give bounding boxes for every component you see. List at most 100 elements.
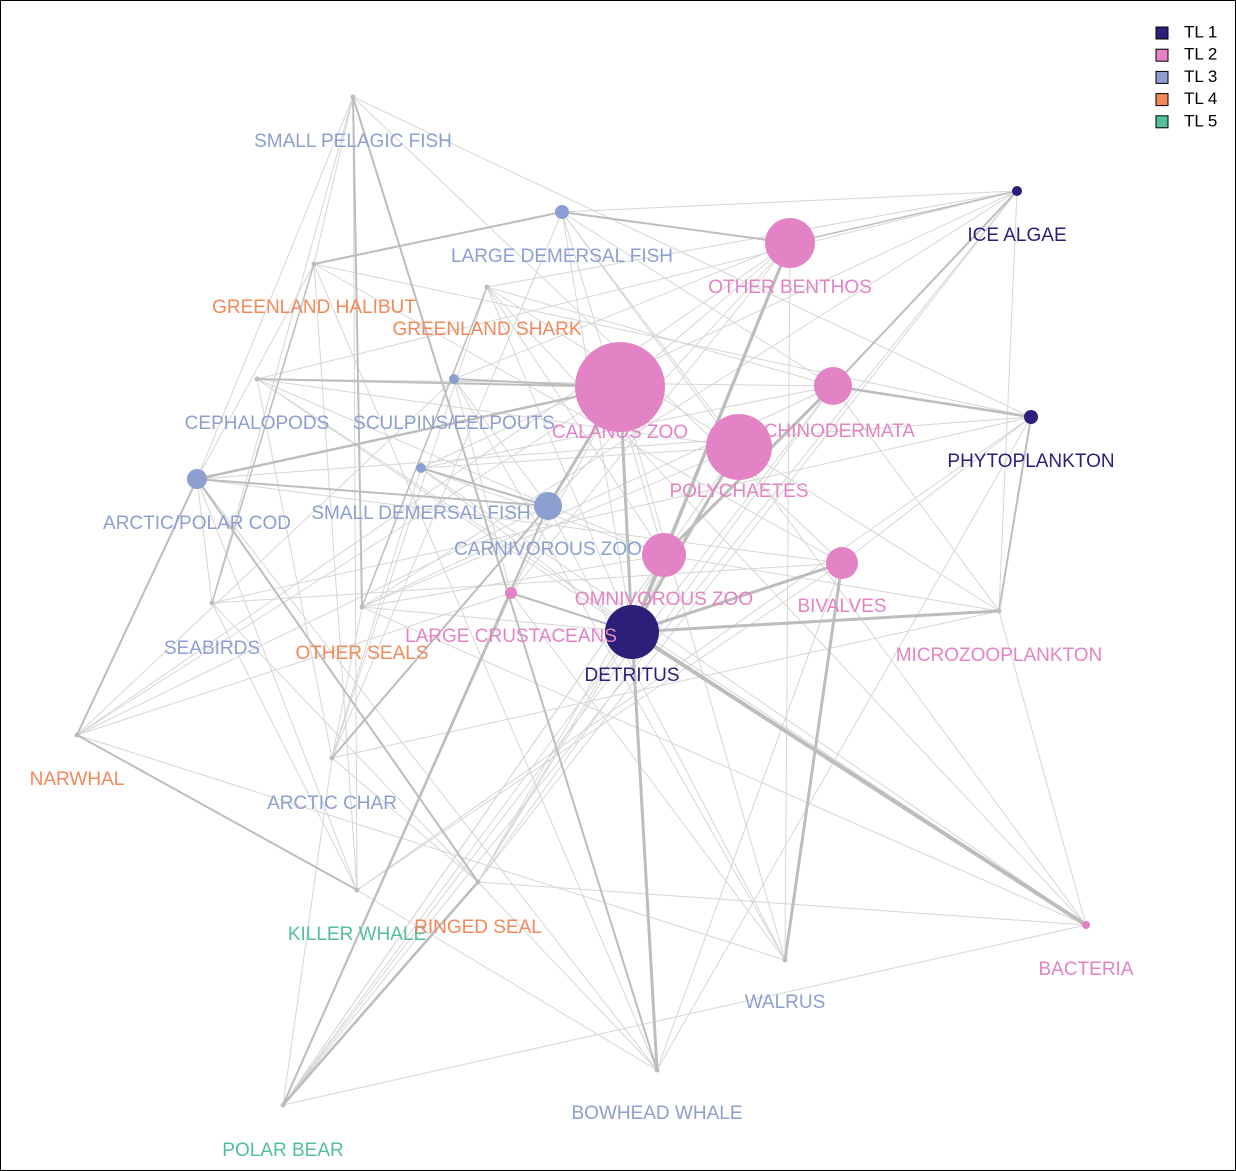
edge [486, 286, 834, 387]
node [359, 604, 365, 610]
edge [783, 562, 844, 961]
edge [352, 96, 658, 1071]
edge [256, 378, 633, 633]
edge [256, 378, 621, 388]
node-label: ICE ALGAE [967, 225, 1066, 246]
edge [282, 924, 1087, 1106]
edge [453, 242, 791, 380]
edge [477, 631, 633, 883]
edge [196, 478, 358, 891]
node-label: WALRUS [745, 992, 826, 1013]
labels: SMALL PELAGIC FISH LARGE DEMERSAL FISH OTH… [30, 131, 1134, 1161]
edge [76, 386, 621, 736]
edge [832, 190, 1018, 387]
edge [477, 190, 1018, 883]
node [350, 94, 356, 100]
node-label: OTHER SEALS [295, 643, 428, 664]
edge [998, 610, 1087, 926]
edge [352, 96, 1032, 418]
node [187, 469, 207, 489]
edge [196, 385, 621, 481]
edge [630, 631, 659, 1071]
node-label: DETRITUS [585, 665, 680, 686]
node-label: ECHINODERMATA [751, 421, 915, 442]
edge [486, 286, 665, 556]
edge [453, 378, 786, 961]
edge [356, 889, 658, 1071]
edge [841, 416, 1032, 564]
node [575, 342, 665, 432]
node [996, 608, 1002, 614]
node [1012, 186, 1022, 196]
node-label: LARGE CRUSTACEANS [405, 626, 617, 647]
node-label: MICROZOOPLANKTON [896, 645, 1103, 666]
edge [663, 554, 1000, 612]
edge [832, 384, 1032, 419]
edge [619, 386, 786, 961]
edge [420, 190, 1018, 469]
edge [76, 592, 512, 736]
node-label: OTHER BENTHOS [708, 277, 872, 298]
node-label: SEABIRDS [164, 638, 260, 659]
edge [76, 734, 358, 891]
edge [420, 467, 549, 507]
edge [211, 602, 358, 891]
edge [361, 286, 488, 608]
legend-swatch [1155, 48, 1169, 62]
edge [211, 602, 658, 1071]
edge [547, 505, 786, 961]
node [1082, 921, 1090, 929]
edge [196, 96, 354, 480]
edge [352, 96, 358, 891]
legend-label: TL 3 [1184, 67, 1217, 86]
edge [547, 242, 791, 507]
node [534, 492, 562, 520]
node-label: SMALL DEMERSAL FISH [311, 503, 530, 524]
node-label: OMNIVOROUS ZOO [575, 589, 753, 610]
node-label: GREENLAND SHARK [393, 319, 582, 340]
edge [211, 96, 354, 604]
node [642, 533, 686, 577]
edge [196, 478, 479, 883]
edge [361, 554, 665, 608]
edge [76, 242, 791, 736]
edge [656, 562, 843, 1071]
edge [631, 609, 1000, 634]
edges [76, 96, 1088, 1106]
edge [656, 416, 1032, 1071]
node-label: ARCTIC/POLAR COD [103, 513, 291, 534]
node [654, 1067, 660, 1073]
edge [196, 478, 549, 507]
edge [211, 263, 315, 604]
edge [256, 378, 665, 556]
legend-label: TL 2 [1184, 45, 1217, 64]
edge [356, 562, 843, 891]
edge [420, 446, 740, 469]
node-label: SMALL PELAGIC FISH [254, 131, 452, 152]
edge [331, 505, 549, 759]
node [814, 367, 852, 405]
legend-label: TL 4 [1184, 89, 1217, 108]
node-label: POLYCHAETES [669, 481, 808, 502]
node-label: ARCTIC CHAR [267, 793, 397, 814]
edge [561, 211, 834, 387]
edge [486, 190, 1018, 288]
node [254, 376, 260, 382]
edge [331, 286, 488, 759]
edge [361, 606, 1087, 926]
edge [331, 606, 363, 759]
edge [561, 211, 740, 448]
edge [789, 190, 1018, 244]
node [1024, 410, 1038, 424]
node [826, 547, 858, 579]
node [311, 261, 317, 267]
edge [196, 416, 1032, 480]
node [449, 374, 459, 384]
edge [361, 190, 1018, 608]
edge [510, 592, 786, 961]
node [280, 1102, 286, 1108]
edge [631, 561, 843, 634]
edge [630, 446, 741, 633]
edge [211, 416, 1032, 604]
node [765, 218, 815, 268]
